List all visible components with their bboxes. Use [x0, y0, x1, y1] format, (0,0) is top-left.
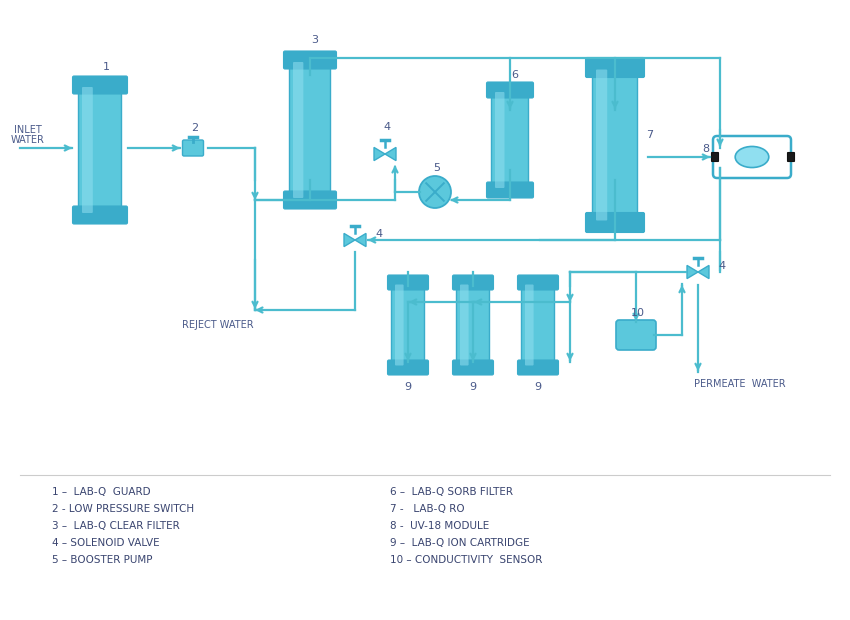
Text: 9: 9 [405, 382, 411, 392]
FancyBboxPatch shape [78, 84, 122, 216]
FancyBboxPatch shape [452, 360, 494, 375]
Text: PERMEATE  WATER: PERMEATE WATER [694, 379, 785, 389]
Text: INLET: INLET [14, 125, 42, 135]
FancyBboxPatch shape [395, 285, 404, 366]
FancyBboxPatch shape [72, 206, 128, 224]
FancyBboxPatch shape [518, 275, 558, 290]
FancyBboxPatch shape [787, 153, 795, 161]
FancyBboxPatch shape [284, 191, 337, 209]
FancyBboxPatch shape [616, 320, 656, 350]
Polygon shape [385, 148, 396, 161]
Polygon shape [374, 148, 385, 161]
Text: 9: 9 [469, 382, 477, 392]
Text: 10 – CONDUCTIVITY  SENSOR: 10 – CONDUCTIVITY SENSOR [390, 555, 542, 565]
FancyBboxPatch shape [293, 62, 303, 198]
FancyBboxPatch shape [456, 281, 490, 369]
FancyBboxPatch shape [460, 285, 468, 366]
FancyBboxPatch shape [713, 136, 791, 178]
Text: 7 -   LAB-Q RO: 7 - LAB-Q RO [390, 504, 465, 514]
FancyBboxPatch shape [388, 275, 428, 290]
FancyBboxPatch shape [392, 281, 424, 369]
Text: 7: 7 [647, 130, 654, 140]
FancyBboxPatch shape [518, 360, 558, 375]
Text: 2 - LOW PRESSURE SWITCH: 2 - LOW PRESSURE SWITCH [52, 504, 194, 514]
Text: 8 -  UV-18 MODULE: 8 - UV-18 MODULE [390, 521, 490, 531]
Text: 3: 3 [311, 35, 319, 45]
Text: 10: 10 [631, 308, 645, 318]
Text: 5: 5 [434, 163, 440, 173]
Text: 4: 4 [718, 261, 726, 271]
FancyBboxPatch shape [711, 153, 718, 161]
FancyBboxPatch shape [290, 58, 331, 202]
Text: 4: 4 [383, 122, 390, 132]
Text: 6 –  LAB-Q SORB FILTER: 6 – LAB-Q SORB FILTER [390, 487, 513, 497]
Text: 2: 2 [191, 123, 199, 133]
FancyBboxPatch shape [596, 69, 607, 221]
Polygon shape [355, 233, 366, 247]
FancyBboxPatch shape [592, 66, 638, 224]
Text: 8: 8 [702, 144, 710, 154]
FancyBboxPatch shape [525, 285, 534, 366]
Text: 1: 1 [103, 62, 110, 72]
Text: 5 – BOOSTER PUMP: 5 – BOOSTER PUMP [52, 555, 152, 565]
Text: 9: 9 [535, 382, 541, 392]
FancyBboxPatch shape [486, 182, 534, 198]
FancyBboxPatch shape [82, 87, 93, 213]
Polygon shape [698, 265, 709, 278]
Text: 4 – SOLENOID VALVE: 4 – SOLENOID VALVE [52, 538, 160, 548]
Text: REJECT WATER: REJECT WATER [182, 320, 254, 330]
Text: 6: 6 [512, 70, 518, 80]
FancyBboxPatch shape [486, 82, 534, 98]
FancyBboxPatch shape [284, 51, 337, 69]
FancyBboxPatch shape [183, 140, 203, 156]
FancyBboxPatch shape [522, 281, 554, 369]
FancyBboxPatch shape [495, 92, 505, 188]
Text: 4: 4 [376, 229, 382, 239]
Text: 3 –  LAB-Q CLEAR FILTER: 3 – LAB-Q CLEAR FILTER [52, 521, 179, 531]
Ellipse shape [735, 146, 768, 167]
Text: 9 –  LAB-Q ION CARTRIDGE: 9 – LAB-Q ION CARTRIDGE [390, 538, 530, 548]
Polygon shape [687, 265, 698, 278]
Text: 1 –  LAB-Q  GUARD: 1 – LAB-Q GUARD [52, 487, 150, 497]
Circle shape [419, 176, 451, 208]
FancyBboxPatch shape [452, 275, 494, 290]
FancyBboxPatch shape [586, 213, 644, 232]
FancyBboxPatch shape [388, 360, 428, 375]
FancyBboxPatch shape [72, 76, 128, 94]
Polygon shape [344, 233, 355, 247]
FancyBboxPatch shape [586, 58, 644, 78]
Text: WATER: WATER [11, 135, 45, 145]
FancyBboxPatch shape [491, 89, 529, 192]
